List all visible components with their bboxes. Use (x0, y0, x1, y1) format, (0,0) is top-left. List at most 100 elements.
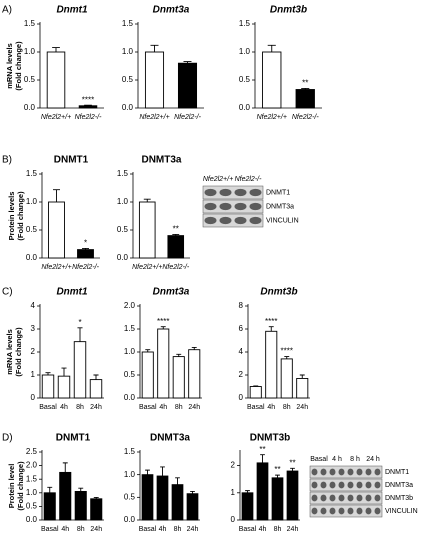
y-axis-label: (Fold change) (14, 327, 23, 377)
y-tick-label: 0.0 (122, 103, 134, 112)
x-tick-label: 8h (77, 526, 85, 533)
panel-label: A) (2, 5, 12, 16)
blot-strip (202, 199, 264, 214)
blot-column-label: Basal (310, 456, 328, 463)
bar (41, 374, 55, 399)
chart-title: Dnmt3b (270, 5, 307, 16)
blot-band (219, 202, 232, 211)
error-bar (81, 248, 90, 250)
blot-band (204, 216, 217, 225)
error-bar (245, 490, 250, 493)
y-tick-label: 0 (231, 515, 236, 524)
bar (43, 492, 56, 521)
error-bar (62, 462, 68, 473)
y-tick-label: 1.5 (124, 324, 136, 333)
y-tick-label: 1.0 (124, 347, 136, 356)
blot-band (374, 481, 381, 489)
y-axis-label: Protein level (7, 464, 16, 509)
bar (249, 386, 262, 399)
bar (271, 477, 284, 521)
blot-band (320, 494, 327, 502)
blot-band (249, 216, 262, 225)
x-tick-label: Basal (247, 404, 265, 411)
bar (262, 51, 282, 109)
y-tick-label: 0.5 (24, 75, 36, 84)
y-tick-label: 0.5 (117, 225, 129, 234)
chart-title: Dnmt1 (56, 287, 88, 298)
panel-label: B) (2, 155, 12, 166)
error-bar (160, 466, 165, 477)
y-tick-label: 8 (239, 301, 244, 310)
significance: ** (289, 458, 295, 467)
x-tick-label: 24h (90, 526, 102, 533)
y-axis-label: mRNA levels (5, 43, 14, 89)
y-tick-label: 0.5 (239, 75, 251, 84)
bar (241, 492, 254, 521)
x-tick-label: Basal (39, 404, 57, 411)
blot-strip (202, 185, 264, 200)
chart-title: Dnmt1 (56, 5, 88, 16)
blot-band (329, 507, 336, 515)
blot-band (338, 481, 345, 489)
blot-band (356, 494, 363, 502)
x-tick-label: 8h (76, 404, 84, 411)
y-tick-label: 0.5 (26, 225, 38, 234)
y-axis-label: Protein levels (7, 192, 16, 241)
y-tick-label: 2.0 (124, 301, 136, 310)
chart-title: Dnmt3b (260, 287, 297, 298)
bar (90, 498, 103, 521)
error-bar (77, 327, 83, 342)
y-tick-label: 1.0 (26, 197, 38, 206)
error-bar (145, 349, 151, 352)
error-bar (78, 487, 84, 492)
blot-band (234, 188, 247, 197)
y-tick-label: 1.0 (24, 47, 36, 56)
error-bar (143, 198, 151, 202)
error-bar (290, 467, 295, 472)
error-bar (52, 189, 61, 202)
chart-title: DNMT3b (250, 433, 291, 444)
x-tick-label: 8h (274, 526, 282, 533)
error-bar (301, 87, 310, 90)
y-tick-label: 1 (31, 370, 36, 379)
x-tick-label: 4h (61, 526, 69, 533)
blot-column-label: 4 h (332, 456, 342, 463)
y-tick-label: 2 (231, 461, 236, 470)
blot-band (329, 494, 336, 502)
y-tick-label: 1.5 (117, 169, 129, 178)
error-bar (61, 367, 67, 377)
error-bar (275, 474, 280, 478)
x-tick-label: 4h (267, 404, 275, 411)
bar (48, 201, 65, 259)
blot-strip (202, 213, 264, 228)
error-bar (183, 61, 192, 64)
x-tick-label: 24h (90, 404, 102, 411)
error-bar (268, 326, 274, 332)
y-axis-label: mRNA levels (5, 329, 14, 375)
significance: ** (173, 225, 179, 234)
significance: **** (157, 317, 169, 326)
chart-title: Dnmt3a (153, 287, 190, 298)
y-tick-label: 1.0 (26, 488, 38, 497)
blot-band (320, 481, 327, 489)
bar (188, 349, 201, 399)
x-tick-label: 8h (283, 404, 291, 411)
y-tick-label: 1.0 (117, 197, 129, 206)
y-tick-label: 0.0 (239, 103, 251, 112)
bar (77, 249, 94, 259)
y-tick-label: 1.5 (239, 19, 251, 28)
x-tick-label: Basal (41, 526, 59, 533)
chart-title: DNMT3a (150, 433, 190, 444)
blot-band (249, 202, 262, 211)
x-tick-label: 24h (296, 404, 308, 411)
x-tick-label: 4h (259, 526, 267, 533)
x-tick-label: Basal (239, 526, 257, 533)
y-tick-label: 0.0 (26, 253, 38, 262)
blot-row-label: DNMT1 (385, 469, 409, 476)
x-tick-label: 4h (159, 404, 167, 411)
blot-band (311, 468, 318, 476)
error-bar (253, 385, 259, 387)
blot-band (311, 494, 318, 502)
x-tick-label: 24h (187, 526, 199, 533)
x-tick-label: Nfe2l2-/- (174, 114, 202, 121)
